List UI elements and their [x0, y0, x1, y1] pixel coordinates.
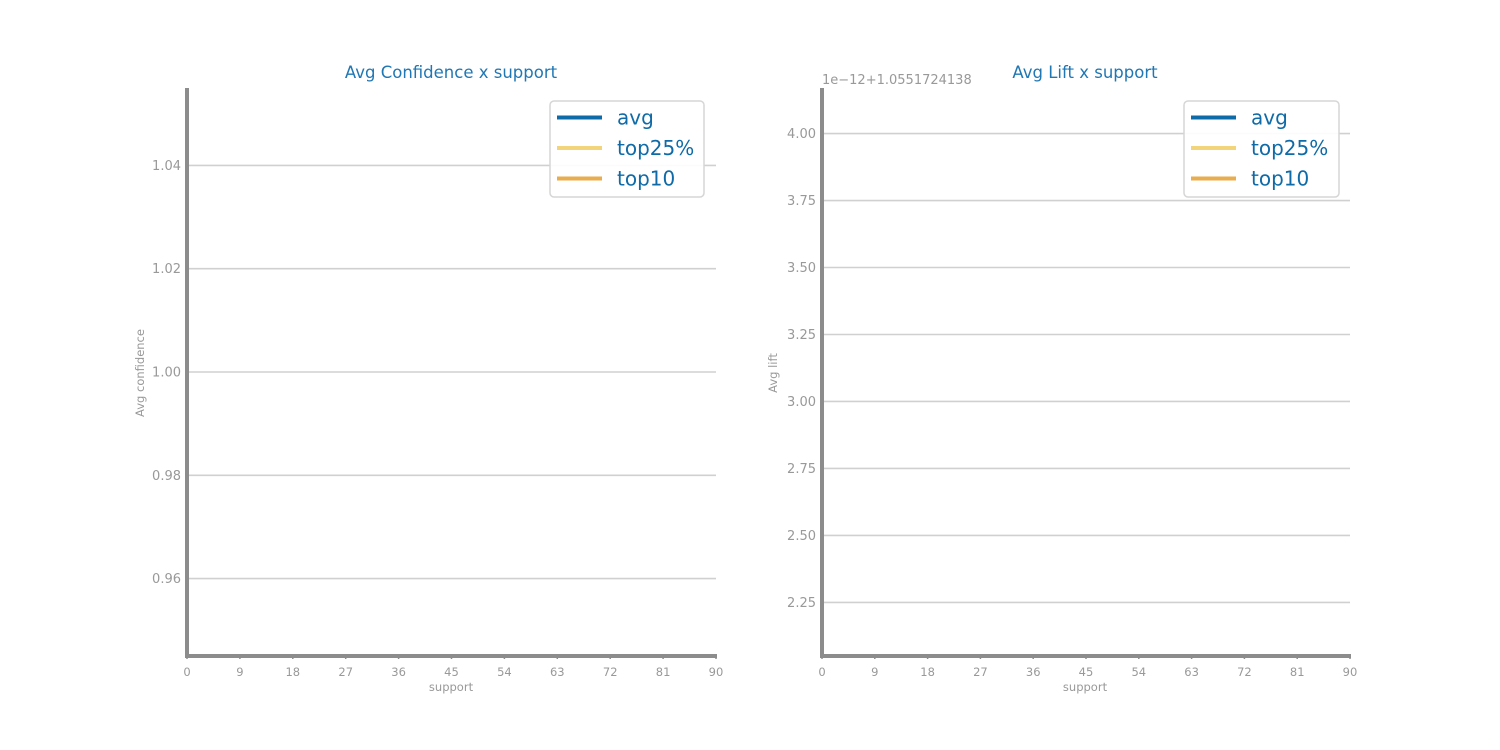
y-tick-label: 3.75	[787, 194, 816, 209]
y-tick-label: 0.96	[152, 572, 181, 587]
axes	[820, 88, 1351, 658]
y-tick-label: 3.50	[787, 261, 816, 276]
legend-label: top25%	[1251, 136, 1328, 160]
y-axis-label: Avg confidence	[133, 329, 147, 417]
x-tick-label: 9	[236, 665, 243, 679]
y-axis-ticks: 2.25 2.50 2.75 3.00 3.25 3.50 3.75 4.00	[787, 127, 816, 611]
x-tick-label: 9	[871, 665, 878, 679]
legend: avg top25% top10	[1183, 100, 1340, 198]
gridlines	[187, 164, 716, 580]
y-tick-label: 1.04	[152, 159, 181, 174]
y-axis-label: Avg lift	[766, 353, 780, 393]
y-tick-label: 2.50	[787, 529, 816, 544]
legend-box	[1183, 100, 1340, 198]
x-tick-label: 18	[920, 665, 935, 679]
lift-chart-panel: Avg Lift x support support Avg lift 1e−1…	[766, 63, 1357, 694]
x-axis-label: support	[429, 680, 474, 694]
x-axis-label: support	[1063, 680, 1108, 694]
x-tick-label: 27	[973, 665, 988, 679]
x-tick-label: 72	[603, 665, 618, 679]
x-tick-label: 27	[338, 665, 353, 679]
y-tick-label: 3.25	[787, 328, 816, 343]
legend-label: top10	[1251, 167, 1309, 191]
y-axis-ticks: 0.96 0.98 1.00 1.02 1.04	[152, 159, 181, 587]
y-tick-label: 4.00	[787, 127, 816, 142]
x-tick-label: 81	[656, 665, 671, 679]
x-tick-label: 54	[497, 665, 512, 679]
legend-label: top25%	[617, 136, 694, 160]
gridlines	[822, 132, 1350, 604]
confidence-chart-panel: Avg Confidence x support support Avg con…	[133, 63, 723, 694]
y-tick-label: 1.02	[152, 262, 181, 277]
x-tick-label: 36	[391, 665, 406, 679]
x-tick-label: 72	[1237, 665, 1252, 679]
x-tick-label: 0	[818, 665, 825, 679]
chart-title: Avg Lift x support	[1012, 63, 1158, 82]
legend-label: top10	[617, 167, 675, 191]
x-tick-label: 18	[285, 665, 300, 679]
x-tick-label: 90	[709, 665, 724, 679]
legend-label: avg	[617, 106, 654, 130]
legend-label: avg	[1251, 106, 1288, 130]
y-tick-label: 0.98	[152, 469, 181, 484]
x-tick-label: 36	[1026, 665, 1041, 679]
y-axis-offset-label: 1e−12+1.0551724138	[822, 73, 972, 88]
legend: avg top25% top10	[549, 100, 705, 198]
x-tick-label: 45	[1079, 665, 1094, 679]
y-tick-label: 1.00	[152, 366, 181, 381]
x-axis-ticks: 0 9 18 27 36 45 54 63 72 81 90	[818, 654, 1357, 679]
chart-title: Avg Confidence x support	[345, 63, 558, 82]
y-tick-label: 2.75	[787, 462, 816, 477]
x-tick-label: 0	[183, 665, 190, 679]
y-tick-label: 3.00	[787, 395, 816, 410]
legend-box	[549, 100, 705, 198]
x-tick-label: 63	[1184, 665, 1199, 679]
x-tick-label: 45	[444, 665, 459, 679]
x-axis-ticks: 0 9 18 27 36 45 54 63 72 81 90	[183, 654, 723, 679]
x-tick-label: 54	[1131, 665, 1146, 679]
axes	[185, 88, 717, 658]
y-tick-label: 2.25	[787, 596, 816, 611]
x-tick-label: 63	[550, 665, 565, 679]
x-tick-label: 90	[1343, 665, 1358, 679]
x-tick-label: 81	[1290, 665, 1305, 679]
